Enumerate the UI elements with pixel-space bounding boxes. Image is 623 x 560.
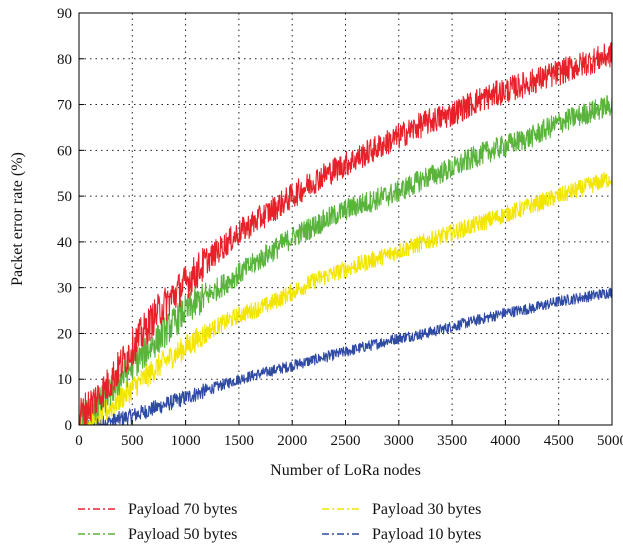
x-tick-label: 2500 (331, 433, 361, 449)
series-line (78, 95, 613, 426)
y-tick-label: 60 (57, 143, 72, 159)
series-line (78, 287, 613, 426)
y-tick-label: 80 (57, 52, 72, 68)
x-tick-label: 500 (121, 433, 144, 449)
x-tick-label: 3500 (437, 433, 467, 449)
y-tick-label: 40 (57, 235, 72, 251)
legend-label: Payload 30 bytes (372, 501, 481, 518)
x-tick-label: 3000 (384, 433, 414, 449)
y-tick-label: 70 (57, 98, 72, 114)
y-tick-label: 20 (57, 326, 72, 342)
y-tick-label: 50 (57, 189, 72, 205)
legend: Payload 70 bytes Payload 50 bytes Payload … (78, 501, 481, 543)
x-tick-label: 2000 (277, 433, 307, 449)
x-tick-label: 1000 (171, 433, 201, 449)
series-line (78, 41, 613, 426)
legend-label: Payload 70 bytes (128, 501, 237, 518)
y-axis-title: Packet error rate (%) (9, 152, 26, 286)
y-tick-label: 30 (57, 281, 72, 297)
series-line (78, 171, 613, 426)
legend-label: Payload 50 bytes (128, 526, 237, 543)
y-tick-label: 0 (65, 418, 73, 434)
axis-ticks: 0 500 1000 1500 2000 2500 3000 3500 4000 4500 500 0… (57, 6, 623, 449)
x-tick-label: 4000 (490, 433, 520, 449)
legend-label: Payload 10 bytes (372, 526, 481, 543)
grid (79, 13, 612, 425)
x-tick-label: 1500 (224, 433, 254, 449)
x-tick-label: 0 (75, 433, 83, 449)
y-tick-label: 90 (57, 6, 72, 22)
x-tick-label: 4500 (544, 433, 574, 449)
x-axis-title: Number of LoRa nodes (270, 462, 421, 479)
y-tick-label: 10 (57, 372, 72, 388)
series-lines (78, 41, 613, 426)
